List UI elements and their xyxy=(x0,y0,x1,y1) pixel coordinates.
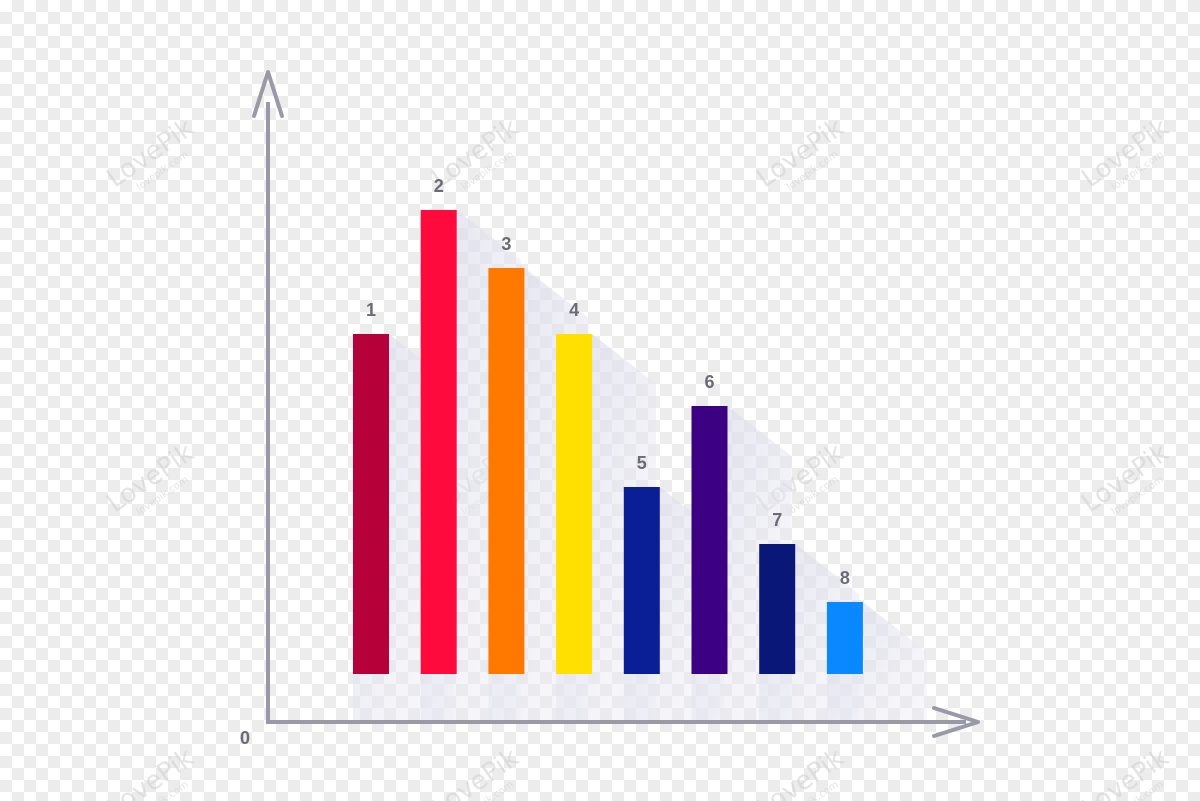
bar-label-5: 5 xyxy=(637,453,647,473)
bar-label-7: 7 xyxy=(772,510,782,530)
bar-4 xyxy=(556,334,593,674)
x-axis-arrow-icon xyxy=(932,706,980,738)
bar-7 xyxy=(759,544,796,674)
y-axis-arrow-icon xyxy=(252,70,284,118)
bar-label-6: 6 xyxy=(704,372,714,392)
bar-label-1: 1 xyxy=(366,300,376,320)
bar-8 xyxy=(826,602,863,674)
bar-label-2: 2 xyxy=(434,176,444,196)
bar-label-4: 4 xyxy=(569,300,579,320)
bar-5 xyxy=(623,487,660,674)
bar-label-8: 8 xyxy=(840,568,850,588)
bars xyxy=(353,210,863,674)
axes: 0 xyxy=(240,70,980,748)
bar-label-3: 3 xyxy=(501,234,511,254)
bar-3 xyxy=(488,268,525,674)
bar-labels: 1 2 3 4 5 6 7 8 xyxy=(366,176,850,588)
origin-label: 0 xyxy=(240,728,250,748)
bar-1 xyxy=(353,334,389,674)
bar-6 xyxy=(691,406,728,674)
bar-2 xyxy=(420,210,457,674)
